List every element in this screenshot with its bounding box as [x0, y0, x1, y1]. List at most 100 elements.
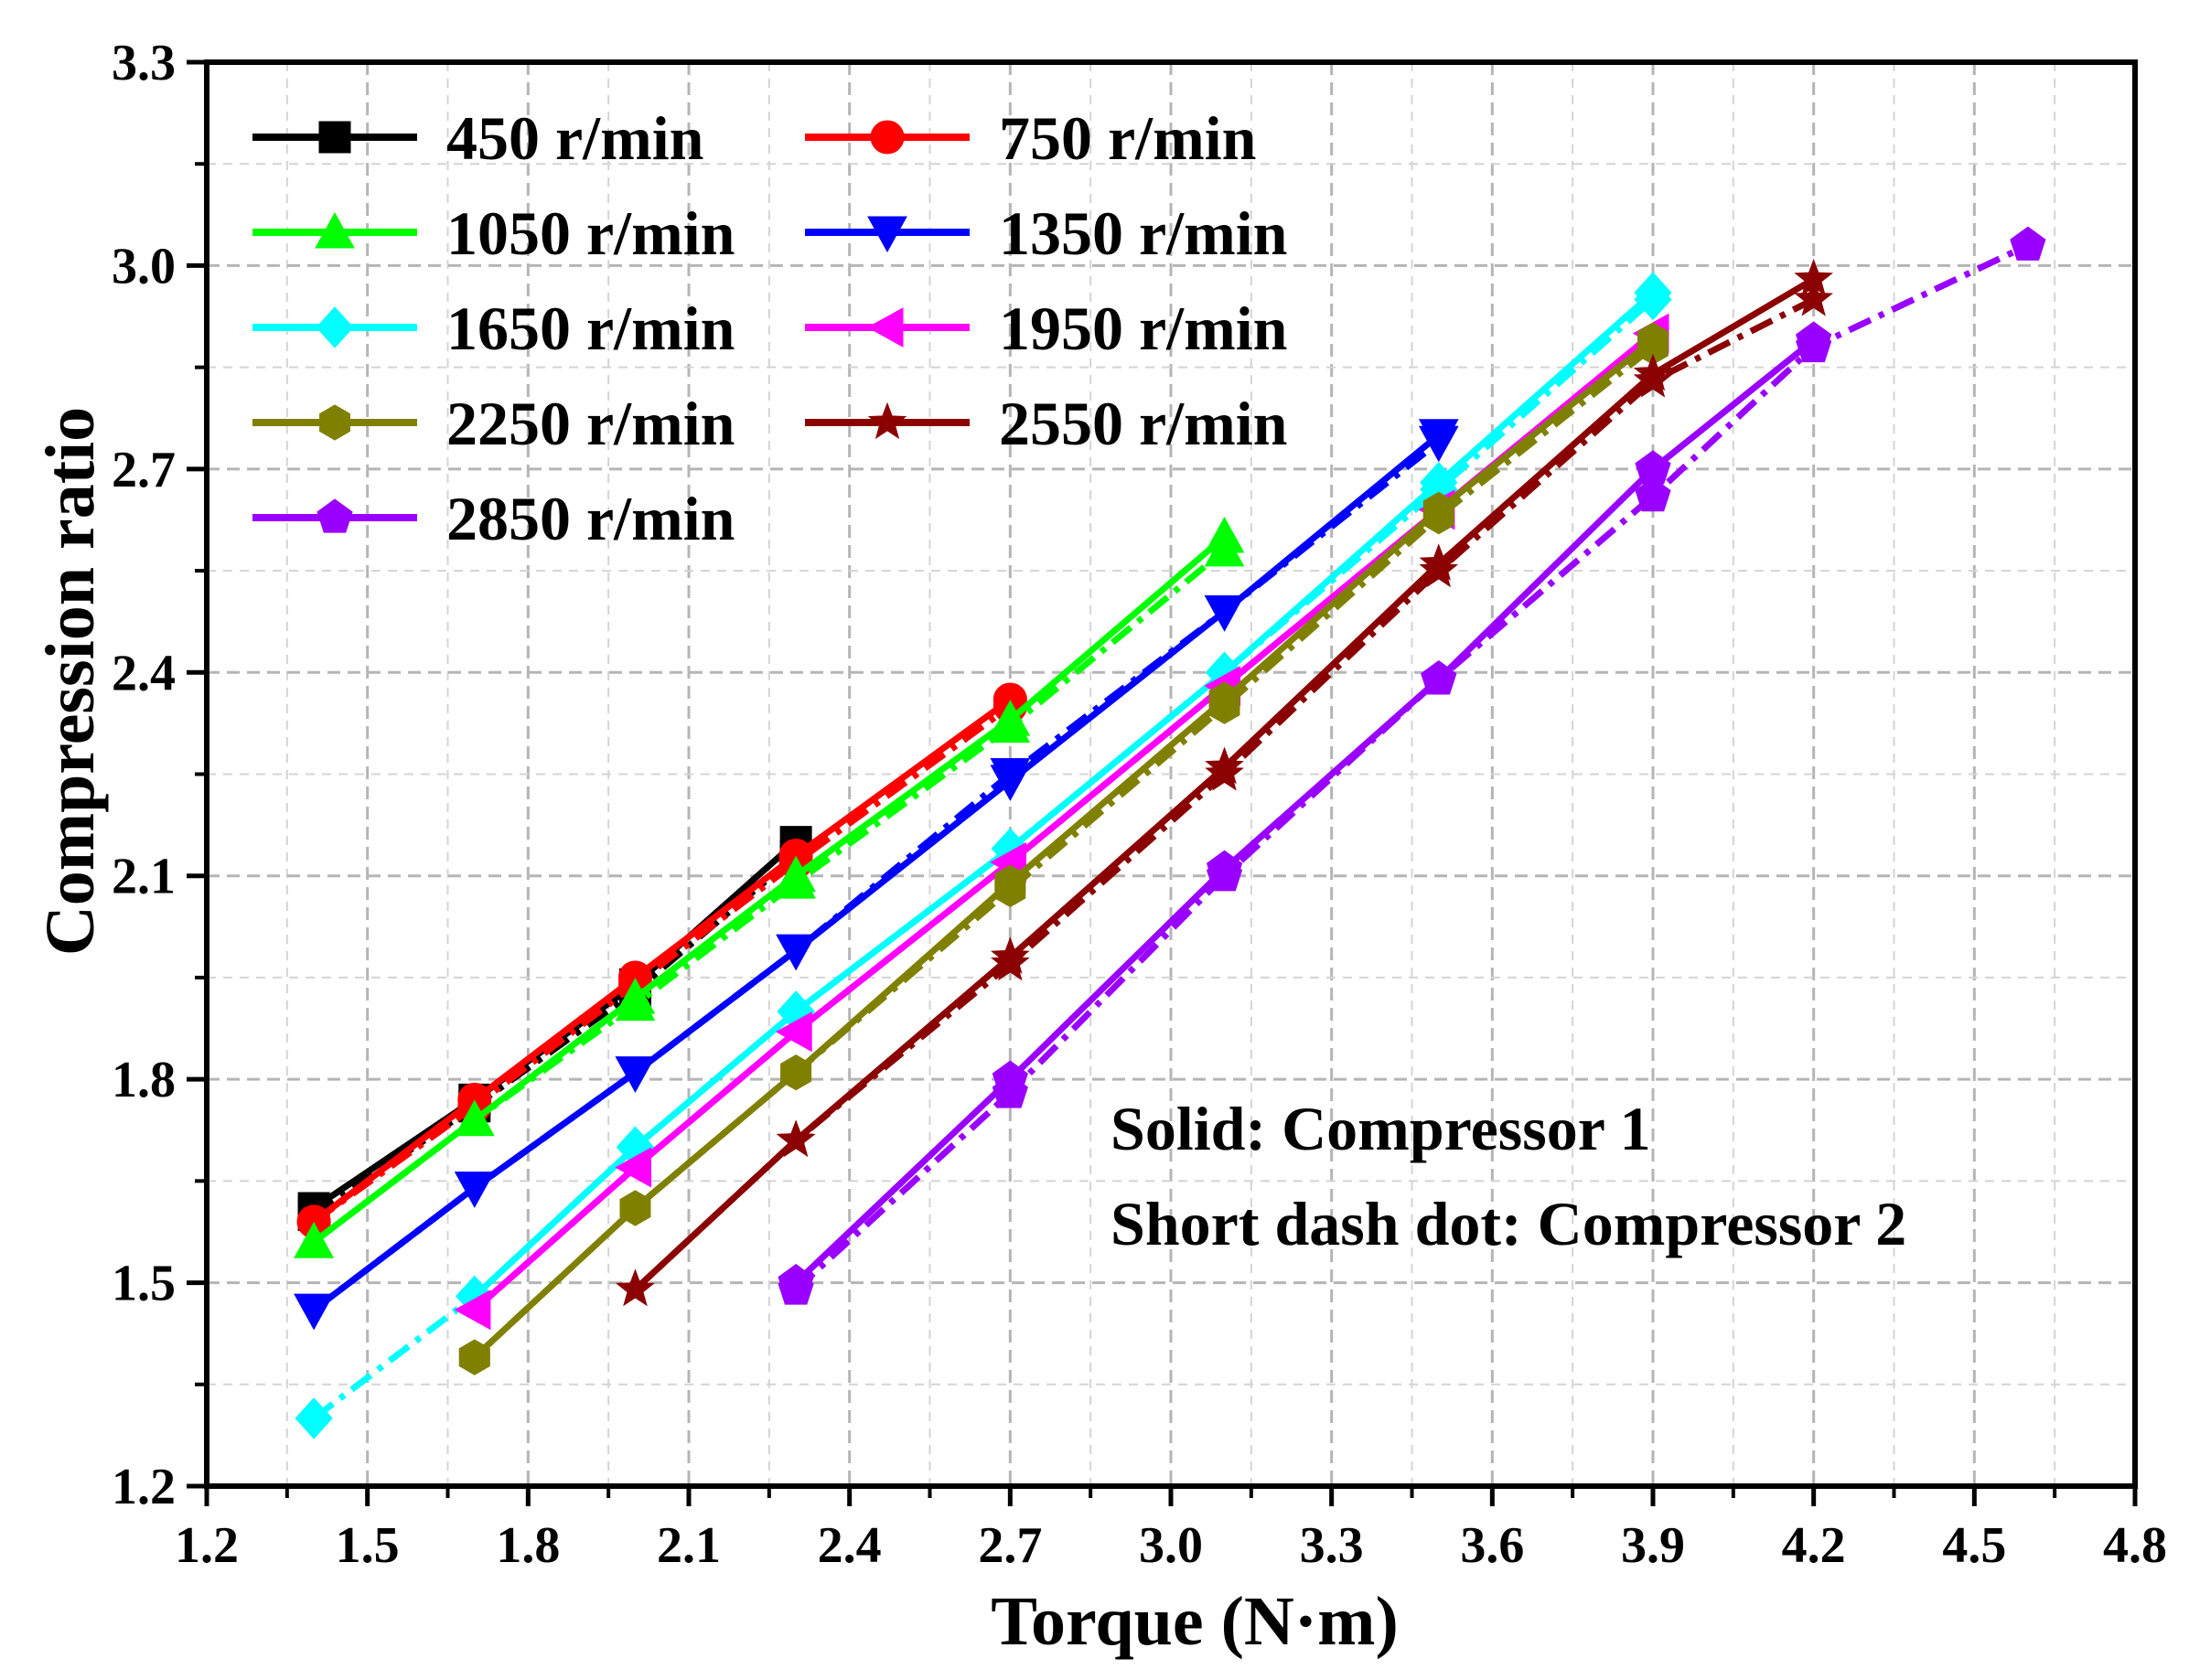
legend-item: 1350 r/min — [805, 198, 1287, 268]
x-tick-label: 3.3 — [1300, 1517, 1364, 1574]
series-2250-r-min — [458, 322, 1669, 1375]
y-tick-label: 2.7 — [112, 442, 176, 498]
marker-diamond — [295, 1397, 333, 1439]
annotation-compressor-1: Solid: Compressor 1 — [1111, 1094, 1651, 1163]
legend: 450 r/min 750 r/min 1050 r/min 1350 r/min 16… — [252, 103, 1287, 553]
legend-item: 2850 r/min — [252, 484, 735, 553]
marker-pentagon — [1421, 660, 1457, 695]
x-tick-label: 3.6 — [1460, 1517, 1524, 1574]
x-tick-label: 4.2 — [1782, 1517, 1846, 1574]
marker-triangle-down — [294, 1293, 334, 1331]
x-tick-label: 4.8 — [2103, 1517, 2167, 1574]
marker-star — [1419, 543, 1459, 581]
y-tick-label: 3.3 — [112, 35, 176, 91]
marker-star — [1794, 279, 1833, 316]
x-tick-label: 3.0 — [1139, 1517, 1203, 1574]
annotation-compressor-2: Short dash dot: Compressor 2 — [1111, 1189, 1906, 1258]
marker-pentagon — [1635, 476, 1671, 512]
marker-square — [318, 121, 351, 154]
compressor2-line — [311, 548, 1227, 1245]
marker-hexagon — [1422, 491, 1454, 528]
marker-diamond — [316, 306, 354, 348]
legend-label: 2850 r/min — [446, 484, 735, 553]
marker-triangle-up — [615, 978, 656, 1014]
y-tick-label: 1.8 — [112, 1052, 176, 1108]
x-tick-label: 1.2 — [175, 1517, 239, 1574]
legend-label: 1350 r/min — [999, 198, 1287, 268]
marker-hexagon — [319, 404, 350, 441]
marker-pentagon — [317, 498, 353, 533]
marker-triangle-down — [454, 1172, 495, 1208]
marker-pentagon — [778, 1263, 814, 1299]
marker-diamond — [1634, 272, 1672, 314]
marker-hexagon — [619, 1190, 651, 1226]
legend-label: 2550 r/min — [999, 389, 1287, 458]
legend-item: 1950 r/min — [805, 294, 1287, 363]
marker-triangle-up — [315, 211, 355, 249]
marker-triangle-up — [454, 1099, 495, 1137]
axes: 1.2 1.5 1.8 2.1 2.4 2.7 3.0 3.3 3.6 3.9 4.2 4.5 4.8 1… — [112, 35, 2167, 1574]
marker-triangle-up — [1204, 516, 1245, 553]
legend-label: 750 r/min — [999, 103, 1256, 173]
compressor1-line — [793, 337, 1816, 1286]
y-tick-label: 1.2 — [112, 1459, 176, 1515]
marker-triangle-down — [1204, 595, 1245, 632]
y-tick-label: 3.0 — [112, 238, 176, 294]
marker-star — [1205, 746, 1244, 785]
marker-pentagon — [1206, 850, 1243, 884]
legend-item: 1050 r/min — [252, 198, 735, 268]
marker-circle — [870, 120, 905, 155]
marker-hexagon — [1208, 681, 1240, 718]
marker-triangle-left — [866, 307, 904, 348]
legend-item: 750 r/min — [805, 103, 1256, 173]
marker-triangle-left — [615, 1147, 651, 1188]
legend-label: 450 r/min — [446, 103, 703, 173]
x-axis-title: Torque (N·m) — [991, 1583, 1399, 1660]
marker-triangle-down — [1418, 419, 1459, 455]
marker-star — [776, 1119, 816, 1158]
marker-star — [867, 401, 907, 440]
marker-triangle-down — [990, 765, 1031, 801]
compressor1-line — [311, 534, 1227, 1245]
y-tick-label: 2.1 — [112, 849, 176, 905]
y-tick-label: 2.4 — [112, 645, 176, 701]
marker-triangle-down — [615, 1056, 656, 1093]
legend-item: 1650 r/min — [252, 294, 735, 363]
marker-pentagon — [992, 1060, 1028, 1095]
marker-triangle-up — [990, 700, 1031, 736]
legend-item: 2550 r/min — [805, 389, 1287, 458]
marker-star — [616, 1268, 655, 1307]
marker-triangle-up — [294, 1222, 334, 1258]
legend-label: 1050 r/min — [446, 198, 735, 268]
x-tick-label: 1.8 — [496, 1517, 560, 1574]
x-tick-label: 3.9 — [1621, 1517, 1685, 1574]
x-tick-label: 2.4 — [818, 1517, 882, 1574]
marker-star — [991, 936, 1030, 974]
marker-triangle-down — [867, 216, 907, 253]
series-2550-r-min — [616, 258, 1833, 1307]
marker-star — [1633, 353, 1673, 391]
marker-hexagon — [994, 864, 1026, 901]
series-layer — [294, 226, 2046, 1439]
x-tick-label: 4.5 — [1942, 1517, 2006, 1574]
marker-pentagon — [1796, 321, 1832, 356]
legend-item: 450 r/min — [252, 103, 703, 173]
x-tick-label: 1.5 — [336, 1517, 400, 1574]
series-2850-r-min — [778, 226, 2046, 1305]
y-tick-label: 1.5 — [112, 1256, 176, 1312]
legend-label: 1950 r/min — [999, 294, 1287, 363]
marker-triangle-down — [776, 934, 816, 971]
marker-hexagon — [458, 1339, 490, 1375]
series-1050-r-min — [294, 516, 1245, 1258]
legend-item: 2250 r/min — [252, 389, 735, 458]
x-tick-label: 2.7 — [978, 1517, 1042, 1574]
legend-label: 2250 r/min — [446, 389, 735, 458]
legend-label: 1650 r/min — [446, 294, 735, 363]
y-axis-title: Compression ratio — [32, 407, 109, 956]
marker-triangle-left — [454, 1289, 491, 1331]
marker-pentagon — [1635, 450, 1671, 485]
series-1350-r-min — [294, 419, 1459, 1331]
marker-triangle-left — [776, 1011, 812, 1053]
